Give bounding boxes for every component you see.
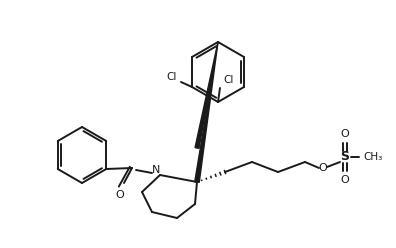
Text: O: O (341, 129, 349, 139)
Text: S: S (341, 151, 350, 163)
Text: O: O (116, 190, 124, 200)
Polygon shape (195, 42, 218, 148)
Text: CH₃: CH₃ (364, 152, 383, 162)
Text: Cl: Cl (166, 72, 176, 82)
Text: N: N (152, 165, 160, 175)
Text: O: O (341, 175, 349, 185)
Polygon shape (195, 42, 218, 182)
Text: Cl: Cl (223, 75, 233, 85)
Text: O: O (319, 163, 327, 173)
